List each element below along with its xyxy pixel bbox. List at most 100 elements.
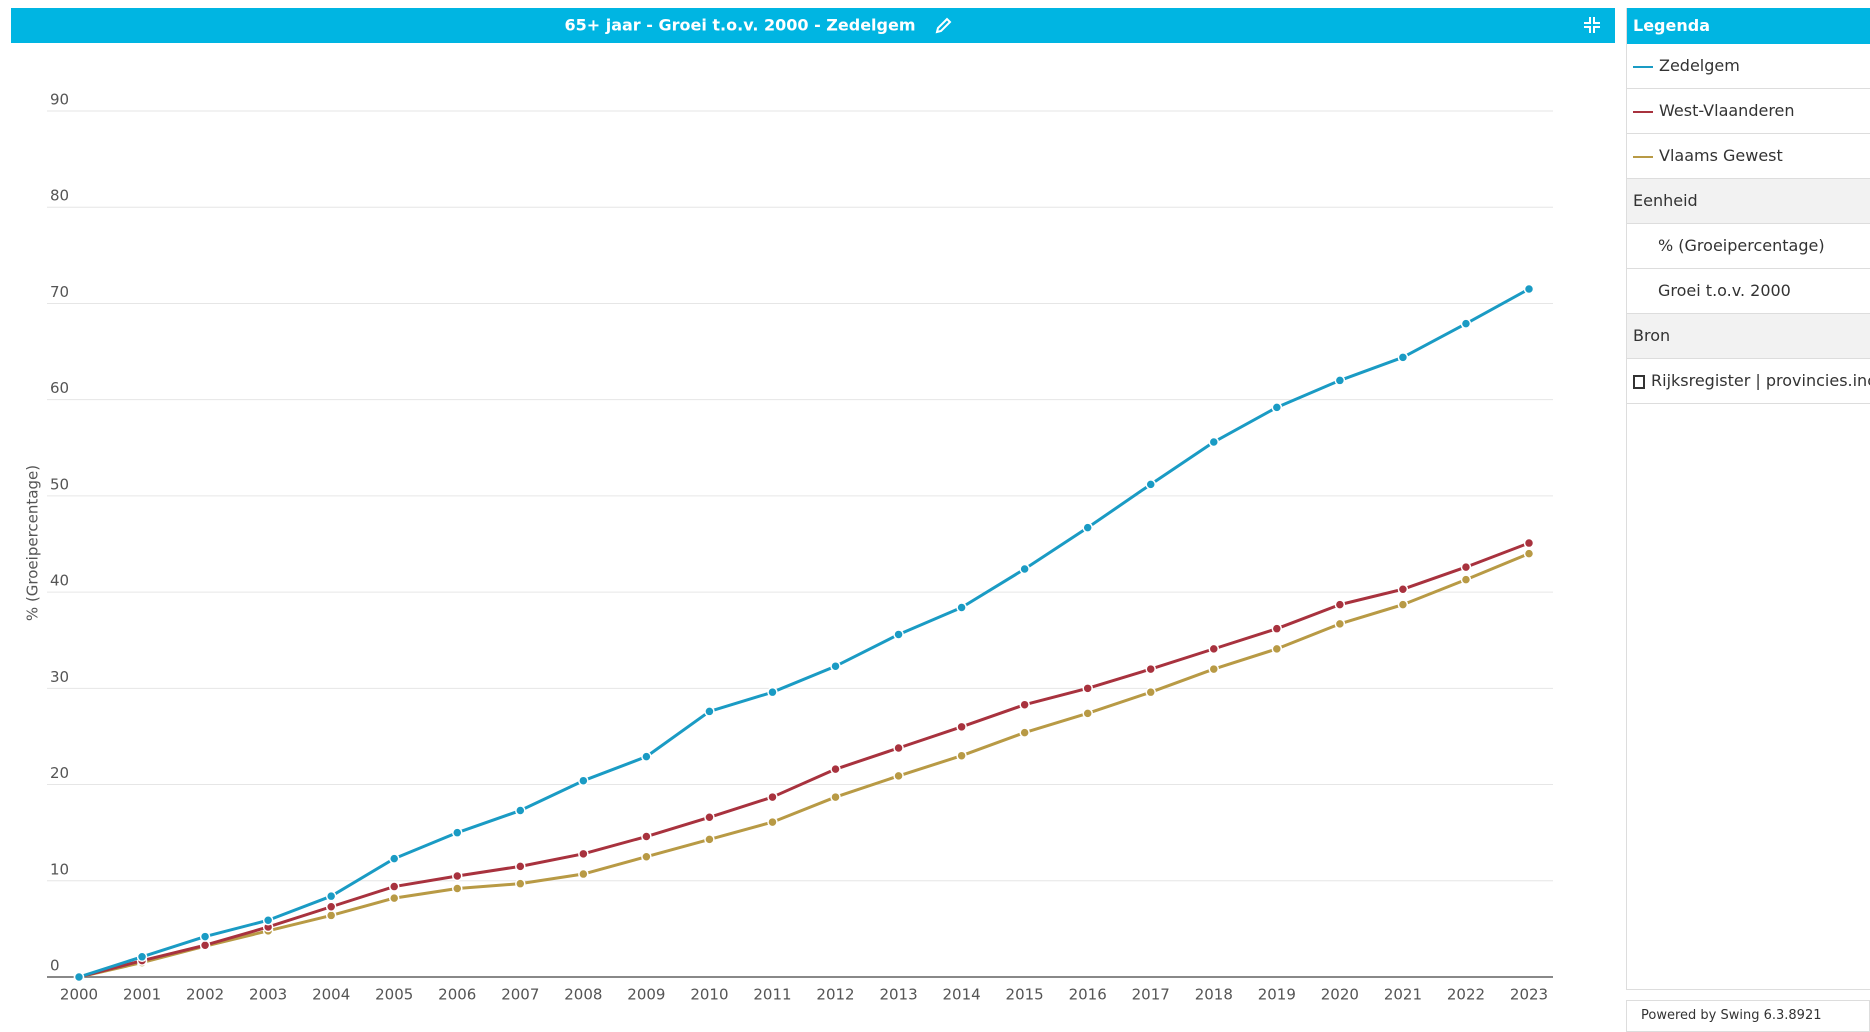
y-tick-label: 0: [50, 957, 60, 975]
data-point: [1334, 618, 1346, 630]
x-tick-label: 2021: [1384, 986, 1422, 1004]
data-point: [641, 751, 652, 762]
data-point: [893, 742, 904, 754]
x-tick-label: 2020: [1321, 986, 1359, 1004]
x-tick-label: 2014: [943, 986, 981, 1004]
data-point: [704, 812, 715, 823]
unit-item: Groei t.o.v. 2000: [1627, 269, 1870, 314]
legend-label: Vlaams Gewest: [1659, 146, 1783, 165]
legend-swatch: [1633, 110, 1653, 113]
edit-icon[interactable]: [935, 17, 952, 34]
x-tick-label: 2017: [1132, 986, 1170, 1004]
data-point: [1019, 699, 1030, 710]
data-point: [1145, 686, 1156, 698]
data-point: [1523, 537, 1535, 549]
data-point: [199, 939, 211, 951]
data-point: [1334, 375, 1346, 386]
data-point: [1145, 663, 1156, 675]
data-point: [73, 971, 85, 983]
data-point: [767, 816, 778, 828]
data-point: [956, 750, 967, 761]
data-point: [1271, 402, 1283, 413]
data-point: [1271, 643, 1283, 655]
y-tick-label: 10: [50, 860, 69, 878]
data-point: [1460, 561, 1472, 573]
data-point: [515, 878, 526, 889]
source-link[interactable]: Rijksregister | provincies.incijfers.be: [1651, 371, 1870, 390]
legend-panel: Legenda Zedelgem West-Vlaanderen Vlaams Ge…: [1626, 8, 1870, 990]
book-icon: [1633, 374, 1645, 389]
data-point: [388, 853, 400, 864]
series-line: [78, 287, 1530, 979]
panel-title: Legenda: [1627, 8, 1870, 44]
y-tick-label: 30: [50, 668, 69, 686]
y-tick-label: 50: [50, 475, 69, 493]
series-line: [78, 552, 1530, 979]
chart-header: [11, 8, 1615, 43]
collapse-icon[interactable]: [1584, 17, 1600, 33]
x-tick-label: 2018: [1195, 986, 1233, 1004]
x-tick-label: 2010: [690, 986, 728, 1004]
data-point: [1082, 708, 1093, 719]
data-point: [830, 791, 841, 803]
data-point: [1145, 479, 1156, 490]
data-point: [1082, 522, 1093, 533]
data-point: [767, 791, 778, 803]
data-point: [641, 831, 652, 842]
data-point: [1460, 574, 1472, 585]
data-point: [956, 602, 967, 613]
data-point: [830, 660, 841, 672]
data-point: [515, 861, 526, 872]
legend-item[interactable]: Vlaams Gewest: [1627, 134, 1870, 179]
legend-swatch: [1633, 65, 1653, 68]
y-tick-label: 40: [50, 572, 69, 590]
data-point: [767, 686, 778, 698]
data-point: [578, 775, 589, 786]
unit-item: % (Groeipercentage): [1627, 224, 1870, 269]
data-point: [1208, 663, 1220, 675]
y-tick-label: 60: [50, 379, 69, 397]
data-point: [1019, 727, 1030, 738]
data-point: [199, 931, 211, 942]
legend-item[interactable]: West-Vlaanderen: [1627, 89, 1870, 134]
x-tick-label: 2019: [1258, 986, 1296, 1004]
chart-title: 65+ jaar - Groei t.o.v. 2000 - Zedelgem: [564, 16, 915, 35]
x-tick-label: 2012: [816, 986, 854, 1004]
data-point: [1208, 436, 1220, 448]
x-tick-label: 2005: [375, 986, 413, 1004]
y-tick-label: 70: [50, 283, 69, 301]
unit-heading: Eenheid: [1627, 179, 1870, 224]
data-point: [641, 851, 652, 862]
x-tick-label: 2006: [438, 986, 476, 1004]
x-tick-label: 2004: [312, 986, 350, 1004]
data-point: [136, 951, 148, 963]
data-point: [704, 834, 715, 845]
legend-swatch: [1633, 155, 1653, 158]
y-tick-label: 20: [50, 764, 69, 782]
x-tick-label: 2009: [627, 986, 665, 1004]
data-point: [893, 629, 904, 640]
data-point: [452, 827, 463, 838]
data-point: [1271, 623, 1283, 634]
x-tick-label: 2008: [564, 986, 602, 1004]
legend-label: West-Vlaanderen: [1659, 101, 1795, 120]
footer: Powered by Swing 6.3.8921: [1626, 1000, 1870, 1032]
data-point: [452, 870, 463, 882]
source-row[interactable]: Rijksregister | provincies.incijfers.be: [1627, 359, 1870, 404]
data-point: [704, 706, 715, 717]
data-point: [325, 910, 337, 921]
x-tick-label: 2015: [1006, 986, 1044, 1004]
x-tick-label: 2011: [753, 986, 791, 1004]
data-point: [388, 892, 400, 904]
data-point: [1460, 318, 1472, 329]
x-tick-label: 2022: [1447, 986, 1485, 1004]
legend-item[interactable]: Zedelgem: [1627, 44, 1870, 89]
x-tick-label: 2007: [501, 986, 539, 1004]
source-heading: Bron: [1627, 314, 1870, 359]
data-point: [1397, 583, 1409, 595]
y-tick-label: 80: [50, 187, 69, 205]
data-point: [1208, 643, 1220, 655]
x-tick-label: 2013: [879, 986, 917, 1004]
x-tick-label: 2016: [1069, 986, 1107, 1004]
